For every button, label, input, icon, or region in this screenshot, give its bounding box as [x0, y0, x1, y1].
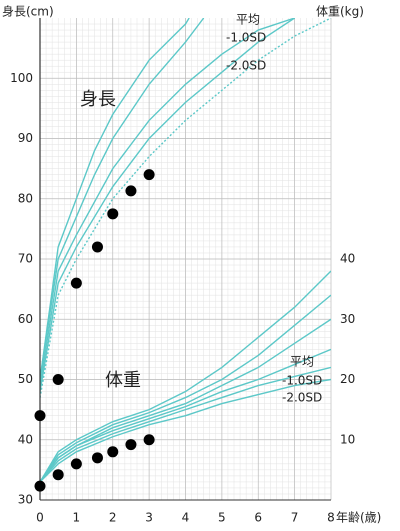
data-point: [70, 277, 82, 289]
data-point: [107, 446, 119, 458]
line-series: [40, 18, 190, 380]
y2-axis-title: 体重(kg): [316, 5, 364, 19]
y2-tick-label: 10: [340, 432, 355, 446]
line-series: [40, 294, 331, 483]
line-series: [40, 366, 331, 483]
data-point: [143, 169, 155, 181]
y2-tick-label: 40: [340, 252, 355, 266]
annotation: -2.0SD: [226, 59, 266, 73]
y2-tick-label: 20: [340, 372, 355, 386]
x-tick-label: 0: [36, 511, 44, 525]
y-tick-label: 100: [10, 71, 33, 85]
x-tick-label: 4: [182, 511, 190, 525]
y-tick-label: 40: [18, 432, 33, 446]
y2-tick-label: 30: [340, 312, 355, 326]
data-point: [125, 439, 137, 451]
curves: [40, 18, 331, 483]
x-tick-label: 3: [145, 511, 153, 525]
x-axis-title: 年齢(歳): [336, 510, 381, 525]
data-point: [91, 452, 103, 464]
annotation: 平均: [290, 355, 314, 369]
x-tick-label: 6: [254, 511, 262, 525]
annotation: 身長: [80, 89, 116, 110]
y-tick-label: 50: [18, 372, 33, 386]
data-point: [107, 208, 119, 220]
line-series: [40, 378, 331, 483]
x-tick-label: 7: [291, 511, 299, 525]
annotation: -1.0SD: [282, 374, 322, 388]
y-tick-label: 60: [18, 312, 33, 326]
x-tick-label: 1: [73, 511, 81, 525]
x-tick-label: 2: [109, 511, 117, 525]
y-tick-label: 30: [18, 493, 33, 507]
y-tick-label: 90: [18, 131, 33, 145]
annotation: 体重: [105, 370, 141, 391]
line-series: [40, 18, 331, 398]
y-tick-label: 70: [18, 252, 33, 266]
data-point: [91, 241, 103, 253]
line-series: [40, 18, 205, 380]
y-tick-label: 80: [18, 191, 33, 205]
data-point: [34, 480, 46, 492]
annotation: -2.0SD: [282, 391, 322, 405]
line-series: [40, 18, 296, 392]
x-tick-label: 5: [218, 511, 226, 525]
annotation: -1.0SD: [226, 31, 266, 45]
y-axis-title: 身長(cm): [2, 4, 54, 19]
data-point: [34, 410, 46, 422]
data-point: [70, 458, 82, 470]
data-point: [52, 469, 64, 481]
data-point: [125, 185, 137, 197]
data-point: [143, 434, 155, 446]
line-series: [40, 270, 331, 483]
line-series: [40, 348, 331, 483]
data-point: [52, 374, 64, 385]
line-series: [40, 18, 295, 386]
annotation: 平均: [236, 13, 260, 27]
x-tick-label: 8: [327, 511, 335, 525]
